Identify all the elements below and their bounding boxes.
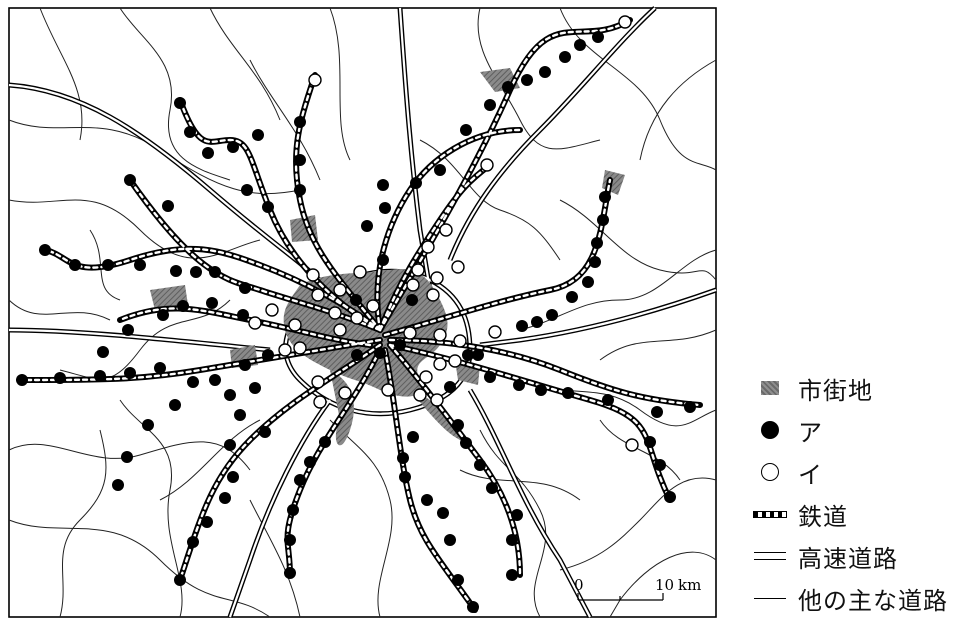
legend-expressway: 高速道路 [752, 536, 898, 576]
stations-type-a [16, 31, 696, 613]
legend-type-i: イ [752, 452, 823, 492]
railway-line-icon [753, 510, 787, 518]
legend-urban: 市街地 [752, 368, 873, 408]
scale-ten-label: 10 [655, 576, 674, 594]
legend-railway: 鉄道 [752, 494, 848, 534]
scale-zero-label: 0 [574, 576, 584, 594]
stations-type-i [248, 15, 639, 452]
open-circle-icon [761, 463, 779, 481]
legend-other-road-label: 他の主な道路 [798, 586, 948, 615]
scale-bar [577, 593, 664, 601]
scale-unit-label: km [678, 576, 701, 594]
other-roads [8, 7, 717, 618]
road-line-icon [754, 597, 786, 599]
legend-type-a-label: ア [798, 418, 823, 447]
urban-area-icon [761, 381, 779, 395]
expressway-line-icon [754, 552, 786, 560]
expressways [8, 6, 717, 619]
filled-circle-icon [761, 421, 779, 439]
legend-expressway-label: 高速道路 [798, 544, 898, 573]
legend-urban-label: 市街地 [798, 376, 873, 405]
legend-type-i-label: イ [798, 460, 823, 489]
legend-other-road: 他の主な道路 [752, 578, 948, 618]
legend-railway-label: 鉄道 [798, 502, 848, 531]
legend-type-a: ア [752, 410, 823, 450]
